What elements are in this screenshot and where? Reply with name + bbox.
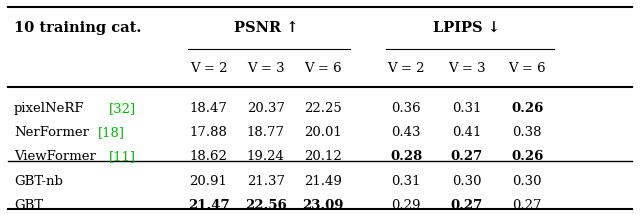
Text: 0.29: 0.29	[391, 199, 420, 212]
Text: 22.56: 22.56	[245, 199, 287, 212]
Text: 0.30: 0.30	[452, 175, 481, 188]
Text: 21.37: 21.37	[247, 175, 285, 188]
Text: [18]: [18]	[98, 126, 125, 139]
Text: 18.62: 18.62	[189, 150, 227, 163]
Text: V = 3: V = 3	[448, 61, 485, 75]
Text: 23.09: 23.09	[303, 199, 344, 212]
Text: PSNR ↑: PSNR ↑	[234, 21, 298, 35]
Text: 0.41: 0.41	[452, 126, 481, 139]
Text: 0.30: 0.30	[513, 175, 542, 188]
Text: 0.36: 0.36	[391, 102, 421, 115]
Text: 0.31: 0.31	[391, 175, 420, 188]
Text: 18.47: 18.47	[189, 102, 227, 115]
Text: 0.26: 0.26	[511, 102, 543, 115]
Text: 18.77: 18.77	[247, 126, 285, 139]
Text: pixelNeRF: pixelNeRF	[14, 102, 84, 115]
Text: 10 training cat.: 10 training cat.	[14, 21, 141, 35]
Text: 20.37: 20.37	[247, 102, 285, 115]
Text: 21.47: 21.47	[188, 199, 229, 212]
Text: 22.25: 22.25	[304, 102, 342, 115]
Text: 21.49: 21.49	[304, 175, 342, 188]
Text: 0.31: 0.31	[452, 102, 481, 115]
Text: ViewFormer: ViewFormer	[14, 150, 96, 163]
Text: V = 2: V = 2	[387, 61, 425, 75]
Text: V = 2: V = 2	[189, 61, 227, 75]
Text: 20.01: 20.01	[304, 126, 342, 139]
Text: 0.43: 0.43	[391, 126, 420, 139]
Text: V = 6: V = 6	[508, 61, 546, 75]
Text: V = 6: V = 6	[305, 61, 342, 75]
Text: LPIPS ↓: LPIPS ↓	[433, 21, 500, 35]
Text: [11]: [11]	[108, 150, 136, 163]
Text: 20.91: 20.91	[189, 175, 227, 188]
Text: V = 3: V = 3	[247, 61, 285, 75]
Text: 19.24: 19.24	[247, 150, 285, 163]
Text: 20.12: 20.12	[304, 150, 342, 163]
Text: 0.28: 0.28	[390, 150, 422, 163]
Text: 0.38: 0.38	[513, 126, 542, 139]
Text: 0.27: 0.27	[451, 199, 483, 212]
Text: GBT-nb: GBT-nb	[14, 175, 63, 188]
Text: [32]: [32]	[108, 102, 136, 115]
Text: NerFormer: NerFormer	[14, 126, 89, 139]
Text: 0.26: 0.26	[511, 150, 543, 163]
Text: 0.27: 0.27	[451, 150, 483, 163]
Text: 0.27: 0.27	[513, 199, 542, 212]
Text: GBT: GBT	[14, 199, 44, 212]
Text: 17.88: 17.88	[189, 126, 227, 139]
